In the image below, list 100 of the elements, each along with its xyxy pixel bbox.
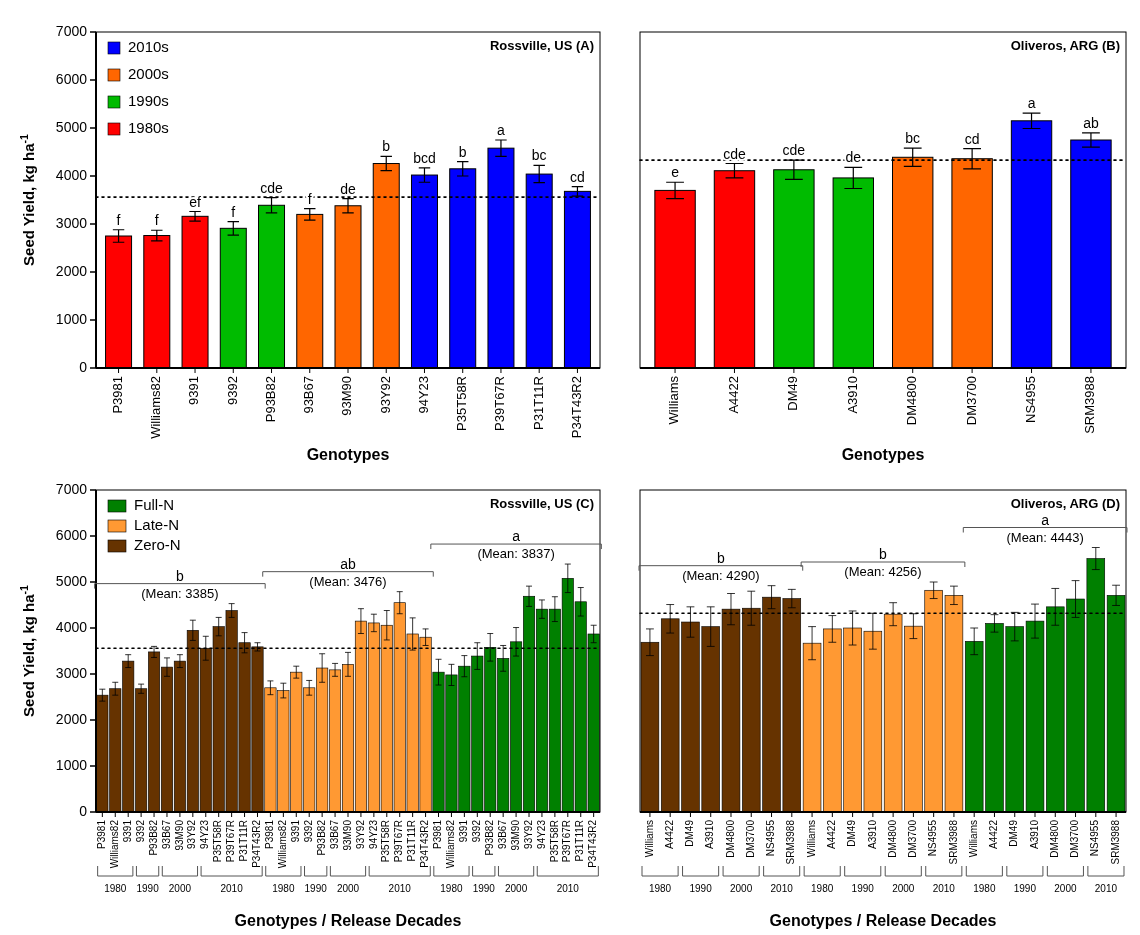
x-tick-label: Williams bbox=[643, 820, 655, 858]
annotation: b bbox=[458, 143, 467, 160]
x-tick-label: P93B82 bbox=[147, 819, 159, 856]
x-tick-label: P34T43R2 bbox=[419, 819, 431, 868]
legend-label: 2000s bbox=[128, 64, 169, 82]
x-tick-label: 93Y92 bbox=[354, 819, 366, 849]
x-tick-label: DM3700 bbox=[907, 819, 919, 858]
x-tick-label: P34T43R2 bbox=[587, 819, 599, 868]
text: 2000 bbox=[730, 883, 753, 894]
legend-label: 1990s bbox=[128, 91, 169, 109]
annotation: ab bbox=[1083, 114, 1099, 131]
x-tick-label: DM4800 bbox=[724, 819, 736, 858]
annotation: (Mean: 3476) bbox=[309, 573, 387, 589]
annotation: cde bbox=[723, 145, 746, 162]
x-tick-label: Williams bbox=[666, 375, 682, 425]
x-tick-label: Williams82 bbox=[108, 819, 120, 869]
annotation: a bbox=[497, 122, 506, 138]
x-tick-label: 9391 bbox=[121, 819, 133, 843]
x-tick-label: 93M90 bbox=[509, 819, 521, 851]
x-tick-label: P93B82 bbox=[315, 819, 327, 856]
text: 1990 bbox=[136, 883, 160, 894]
x-tick-label: DM49 bbox=[1008, 819, 1020, 847]
x-tick-label: 9392 bbox=[134, 819, 146, 843]
annotation: (Mean: 4443) bbox=[1006, 529, 1084, 545]
x-tick-label: A3910 bbox=[866, 819, 878, 849]
annotation: f bbox=[231, 203, 236, 220]
x-tick-label: A4422 bbox=[725, 376, 741, 414]
annotation: cde bbox=[782, 142, 806, 159]
x-tick-label: P93B82 bbox=[262, 376, 278, 423]
x-tick-label: P39T67R bbox=[561, 820, 573, 863]
x-tick-label: SRM3988 bbox=[947, 819, 959, 865]
legend-label: Zero-N bbox=[134, 535, 181, 553]
x-tick-label: P3981 bbox=[264, 819, 276, 849]
x-axis-title: Genotypes bbox=[306, 446, 390, 463]
annotation: de bbox=[340, 180, 356, 197]
x-tick-label: P35T58R bbox=[548, 820, 560, 863]
text: Oliveros, ARG (B) bbox=[1010, 38, 1120, 53]
x-tick-label: 93Y92 bbox=[377, 376, 393, 414]
x-tick-label: 93M90 bbox=[339, 376, 355, 416]
x-tick-label: SRM3988 bbox=[1082, 376, 1098, 434]
text: 2010 bbox=[932, 883, 956, 894]
x-tick-label: 93B67 bbox=[496, 819, 508, 849]
x-tick-label: 9392 bbox=[302, 819, 314, 843]
annotation: f bbox=[116, 211, 121, 228]
x-tick-label: P31T11R bbox=[238, 820, 250, 862]
x-tick-label: 94Y23 bbox=[199, 819, 211, 849]
y-tick-label: 5000 bbox=[55, 118, 88, 135]
x-tick-label: A4422 bbox=[988, 819, 1000, 849]
x-tick-label: SRM3988 bbox=[1109, 819, 1121, 865]
x-tick-label: P39T67R bbox=[492, 376, 508, 431]
text: Oliveros, ARG (D) bbox=[1010, 496, 1120, 511]
text: 2010 bbox=[556, 883, 580, 894]
text: 1990 bbox=[304, 883, 328, 894]
x-tick-label: P31T11R bbox=[574, 820, 586, 862]
y-tick-label: 6000 bbox=[55, 526, 88, 543]
x-tick-label: DM3700 bbox=[744, 819, 756, 858]
annotation: cd bbox=[570, 168, 585, 185]
annotation: ef bbox=[189, 193, 201, 210]
x-tick-label: P39T67R bbox=[225, 820, 237, 863]
x-tick-label: 93B67 bbox=[160, 819, 172, 849]
x-tick-label: 93B67 bbox=[328, 819, 340, 849]
annotation: (Mean: 3385) bbox=[141, 585, 219, 601]
y-tick-label: 0 bbox=[79, 358, 88, 375]
text: 2010 bbox=[388, 883, 412, 894]
text: Rossville, US (C) bbox=[489, 496, 594, 511]
y-tick-label: 4000 bbox=[55, 618, 88, 635]
x-tick-label: 94Y23 bbox=[535, 819, 547, 849]
text: 2010 bbox=[220, 883, 244, 894]
x-tick-label: P3981 bbox=[432, 819, 444, 849]
x-tick-label: 9391 bbox=[186, 376, 202, 405]
y-tick-label: 6000 bbox=[55, 70, 88, 87]
x-tick-label: P3981 bbox=[95, 819, 107, 849]
text: 2000 bbox=[168, 883, 192, 894]
y-tick-label: 1000 bbox=[55, 310, 88, 327]
text: 1980 bbox=[440, 883, 463, 894]
x-tick-label: 93B67 bbox=[301, 376, 317, 414]
x-tick-label: DM4800 bbox=[1048, 819, 1060, 858]
x-tick-label: Williams82 bbox=[276, 819, 288, 869]
annotation: f bbox=[307, 190, 312, 207]
y-tick-label: 3000 bbox=[55, 214, 88, 231]
legend-label: 1980s bbox=[128, 118, 169, 136]
x-tick-label: P31T11R bbox=[530, 376, 546, 430]
text: 1980 bbox=[272, 883, 295, 894]
x-tick-label: DM3700 bbox=[963, 376, 979, 426]
x-axis-title: Genotypes / Release Decades bbox=[769, 912, 997, 929]
x-tick-label: A3910 bbox=[844, 376, 860, 414]
x-tick-label: NS4955 bbox=[927, 819, 939, 857]
x-tick-label: NS4955 bbox=[1022, 376, 1038, 423]
annotation: b bbox=[879, 546, 888, 562]
x-tick-label: DM49 bbox=[785, 376, 801, 411]
y-tick-label: 0 bbox=[79, 802, 88, 819]
y-tick-label: 2000 bbox=[55, 710, 88, 727]
text: 1980 bbox=[104, 883, 127, 894]
annotation: b bbox=[176, 567, 185, 584]
legend-label: Full-N bbox=[134, 495, 174, 513]
x-tick-label: SRM3988 bbox=[785, 819, 797, 865]
x-tick-label: A4422 bbox=[825, 819, 837, 849]
legend-label: Late-N bbox=[134, 515, 180, 533]
x-tick-label: 93M90 bbox=[173, 819, 185, 851]
x-tick-label: 9392 bbox=[470, 819, 482, 843]
